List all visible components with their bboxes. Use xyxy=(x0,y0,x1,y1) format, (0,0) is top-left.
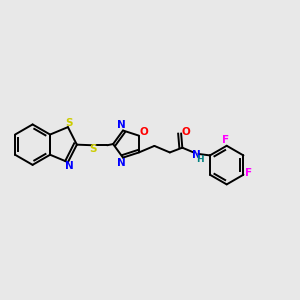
Text: S: S xyxy=(65,118,73,128)
Text: N: N xyxy=(65,161,74,171)
Text: H: H xyxy=(196,155,203,164)
Text: N: N xyxy=(192,150,200,161)
Text: S: S xyxy=(89,144,96,154)
Text: F: F xyxy=(222,135,229,146)
Text: F: F xyxy=(245,168,252,178)
Text: O: O xyxy=(140,127,148,137)
Text: N: N xyxy=(117,158,125,168)
Text: O: O xyxy=(182,127,190,137)
Text: N: N xyxy=(117,120,125,130)
